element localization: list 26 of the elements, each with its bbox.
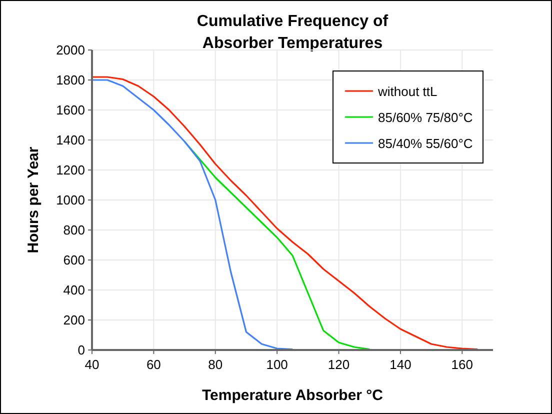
line-series bbox=[91, 79, 294, 350]
y-tick-label: 400 bbox=[63, 282, 85, 298]
y-tick-label: 200 bbox=[63, 312, 85, 328]
y-tick-label: 1800 bbox=[56, 72, 85, 88]
legend-label: without ttL bbox=[377, 84, 438, 99]
line-series bbox=[91, 76, 478, 350]
x-tick-label: 80 bbox=[208, 357, 223, 372]
x-tick-label: 100 bbox=[266, 357, 288, 372]
y-tick-label: 1400 bbox=[56, 132, 85, 148]
x-axis-title: Temperature Absorber °C bbox=[202, 387, 384, 404]
y-tick-label: 1200 bbox=[56, 162, 85, 178]
x-tick-label: 140 bbox=[390, 357, 412, 372]
y-tick-label: 600 bbox=[63, 252, 85, 268]
y-tick-label: 800 bbox=[63, 222, 85, 238]
x-tick-label: 120 bbox=[328, 357, 350, 372]
y-tick-label: 1000 bbox=[56, 192, 85, 208]
x-tick-label: 60 bbox=[146, 357, 161, 372]
y-tick-label: 2000 bbox=[56, 42, 85, 58]
legend-label: 85/60% 75/80°C bbox=[378, 110, 473, 125]
y-tick-label: 1600 bbox=[56, 102, 85, 118]
x-tick-label: 160 bbox=[451, 357, 474, 372]
y-tick-label: 0 bbox=[78, 342, 85, 358]
x-tick-label: 40 bbox=[84, 357, 100, 372]
legend-label: 85/40% 55/60°C bbox=[378, 136, 473, 151]
chart-title: Cumulative Frequency of Absorber Temperatures bbox=[196, 13, 389, 52]
y-axis-title: Hours per Year bbox=[25, 146, 42, 254]
